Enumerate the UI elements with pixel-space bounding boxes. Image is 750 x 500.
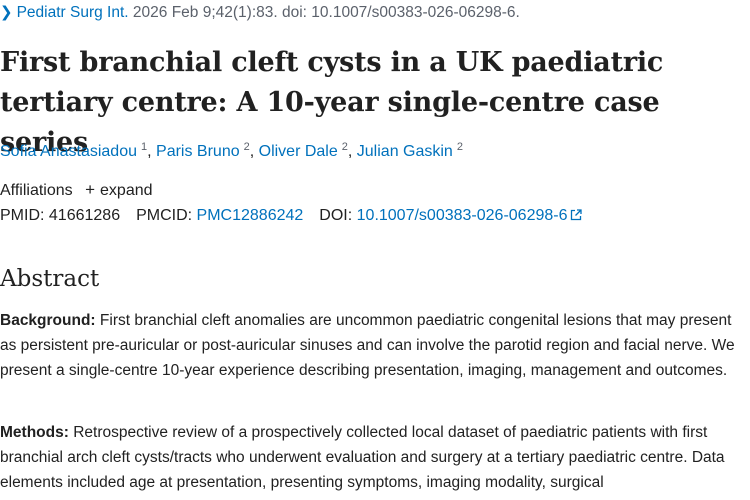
affiliations-expand-button[interactable]: + expand xyxy=(85,180,153,199)
author-list: Sofia Anastasiadou 1, Paris Bruno 2, Olive… xyxy=(0,141,463,160)
methods-text: Retrospective review of a prospectively … xyxy=(0,424,725,491)
pmcid-link[interactable]: PMC12886242 xyxy=(196,207,304,224)
author-link[interactable]: Julian Gaskin xyxy=(356,143,453,160)
abstract-heading: Abstract xyxy=(0,266,100,292)
abstract-background: Background: First branchial cleft anomal… xyxy=(0,308,748,383)
affiliation-marker[interactable]: 2 xyxy=(456,141,463,153)
article-identifiers: PMID: 41661286 PMCID: PMC12886242 DOI: 10.… xyxy=(0,207,583,225)
affiliations-row: Affiliations + expand xyxy=(0,180,153,200)
author-link[interactable]: Sofia Anastasiadou xyxy=(0,143,137,160)
background-label: Background: xyxy=(0,312,96,329)
article-title: First branchial cleft cysts in a UK paed… xyxy=(0,47,664,158)
abstract-methods: Methods: Retrospective review of a prosp… xyxy=(0,420,748,495)
citation-details: 2026 Feb 9;42(1):83. doi: 10.1007/s00383… xyxy=(132,4,520,21)
pmid-label: PMID: xyxy=(0,207,45,224)
external-link-icon xyxy=(571,209,583,221)
pmcid-label: PMCID: xyxy=(136,207,193,224)
chevron-right-icon[interactable]: ❯ xyxy=(0,4,13,21)
author-link[interactable]: Paris Bruno xyxy=(156,143,240,160)
author-link[interactable]: Oliver Dale xyxy=(258,143,338,160)
doi-label: DOI: xyxy=(319,207,353,224)
plus-icon: + xyxy=(85,180,96,199)
affiliation-marker[interactable]: 1 xyxy=(141,141,148,153)
doi-link[interactable]: 10.1007/s00383-026-06298-6 xyxy=(357,207,583,224)
affiliation-marker[interactable]: 2 xyxy=(341,141,348,153)
pmid-value: 41661286 xyxy=(48,207,121,224)
doi-value: 10.1007/s00383-026-06298-6 xyxy=(356,207,568,224)
expand-label: expand xyxy=(100,182,153,199)
methods-label: Methods: xyxy=(0,424,69,441)
affiliations-label: Affiliations xyxy=(0,182,73,199)
journal-link[interactable]: Pediatr Surg Int. xyxy=(16,4,129,21)
journal-citation: ❯ Pediatr Surg Int. 2026 Feb 9;42(1):83. … xyxy=(0,3,520,22)
background-text: First branchial cleft anomalies are unco… xyxy=(0,312,735,379)
affiliation-marker[interactable]: 2 xyxy=(243,141,250,153)
